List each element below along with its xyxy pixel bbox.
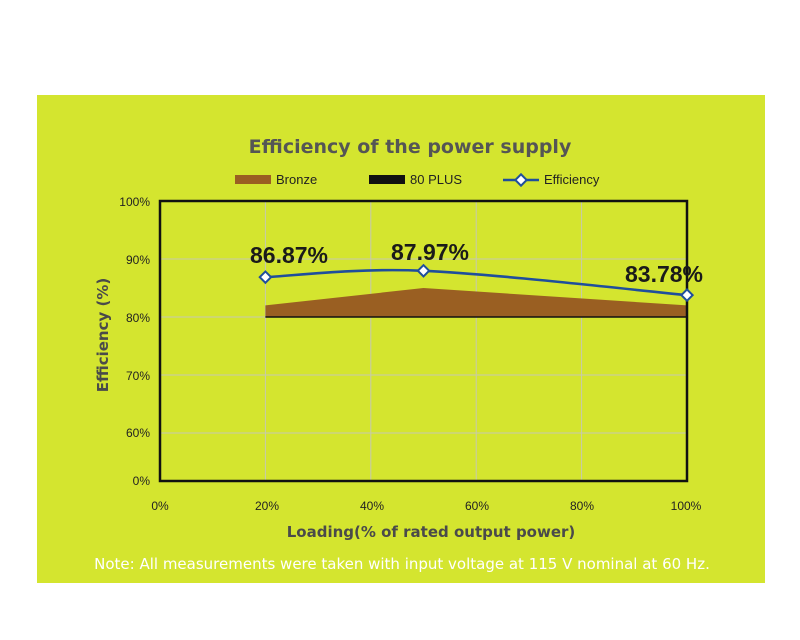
plot-area [158, 199, 689, 483]
y-tick-label: 80% [126, 311, 150, 325]
legend-swatch-80plus [369, 175, 405, 184]
note-text: Note: All measurements were taken with i… [94, 555, 710, 573]
x-axis-label: Loading(% of rated output power) [287, 523, 576, 541]
x-tick-label: 40% [360, 499, 384, 513]
y-tick-label: 100% [119, 195, 150, 209]
efficiency-markers [258, 263, 695, 303]
area-series [265, 288, 687, 317]
x-tick-label: 0% [151, 499, 169, 513]
chart-title: Efficiency of the power supply [249, 136, 572, 158]
data-label-50: 87.97% [391, 239, 469, 265]
y-axis-label: Efficiency (%) [94, 278, 112, 393]
line-series [265, 268, 688, 318]
data-label-20: 86.87% [250, 242, 328, 268]
y-tick-label: 70% [126, 369, 150, 383]
x-tick-label: 80% [570, 499, 594, 513]
x-tick-label: 20% [255, 499, 279, 513]
y-tick-label: 0% [133, 474, 151, 488]
y-tick-label: 60% [126, 426, 150, 440]
legend: Bronze 80 PLUS Efficiency [235, 172, 600, 188]
legend-swatch-bronze [235, 175, 271, 184]
efficiency-point [258, 270, 273, 285]
series-line-efficiency [265, 268, 688, 297]
bronze-area [265, 288, 687, 317]
y-axis-ticks: 0% 60% 70% 80% 90% 100% [119, 195, 150, 488]
legend-label-80plus: 80 PLUS [410, 172, 462, 187]
x-tick-label: 60% [465, 499, 489, 513]
data-label-100: 83.78% [625, 261, 703, 287]
efficiency-point [679, 288, 695, 303]
grid-lines [160, 201, 687, 481]
legend-label-bronze: Bronze [276, 172, 317, 187]
efficiency-point [416, 263, 431, 278]
legend-marker-efficiency [513, 172, 529, 188]
x-tick-label: 100% [671, 499, 702, 513]
legend-label-efficiency: Efficiency [544, 172, 600, 187]
y-tick-label: 90% [126, 253, 150, 267]
x-axis-ticks: 0% 20% 40% 60% 80% 100% [151, 499, 701, 513]
